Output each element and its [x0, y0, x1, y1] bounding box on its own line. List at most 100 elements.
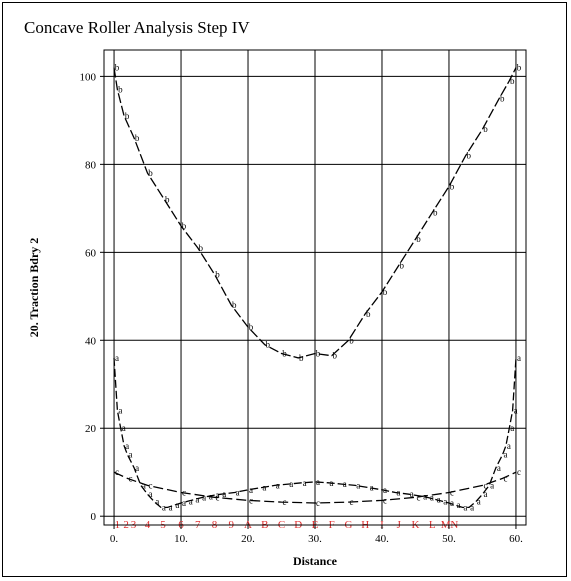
data-point: b — [316, 348, 321, 358]
data-point: c — [115, 467, 119, 477]
data-point: b — [483, 124, 488, 134]
data-point: a — [343, 479, 347, 489]
x-tick-label: 20. — [241, 533, 255, 545]
data-point: a — [142, 480, 146, 490]
data-point: c — [383, 495, 387, 505]
data-point: a — [189, 496, 193, 506]
x-tick-label: 30. — [308, 533, 322, 545]
axes: 0. 10. 20. 30. 40. 50. 60. 0 20 40 60 80 100 — [80, 49, 527, 545]
data-point: b — [433, 208, 438, 218]
data-point: c — [450, 487, 454, 497]
data-point: a — [507, 441, 511, 451]
data-point: b — [125, 111, 130, 121]
data-point: a — [370, 483, 374, 493]
data-point: a — [443, 496, 447, 506]
data-point: c — [416, 492, 420, 502]
data-point: a — [118, 406, 122, 416]
data-point: a — [463, 502, 467, 512]
chart-frame — [2, 2, 567, 577]
data-point: a — [276, 480, 280, 490]
data-point: a — [457, 500, 461, 510]
data-point: a — [470, 502, 474, 512]
data-point: b — [500, 93, 505, 103]
data-point: b — [349, 335, 354, 345]
data-point: a — [162, 502, 166, 512]
data-point: b — [399, 261, 404, 271]
data-point: a — [483, 489, 487, 499]
data-point: b — [148, 168, 153, 178]
data-point: b — [332, 351, 337, 361]
data-point: b — [165, 195, 170, 205]
data-point: b — [466, 151, 471, 161]
data-point: a — [236, 487, 240, 497]
data-point: a — [396, 487, 400, 497]
x-tick-label: 50. — [442, 533, 456, 545]
data-point: b — [115, 63, 120, 73]
data-point: c — [504, 473, 508, 483]
data-point: a — [216, 490, 220, 500]
data-point: b — [282, 348, 287, 358]
data-point: c — [216, 492, 220, 502]
data-point: a — [329, 478, 333, 488]
data-point: a — [410, 489, 414, 499]
data-point: c — [149, 480, 153, 490]
data-point: a — [262, 483, 266, 493]
data-point: c — [316, 498, 320, 508]
data-point: c — [182, 487, 186, 497]
data-point: a — [128, 450, 132, 460]
data-point: a — [383, 485, 387, 495]
data-point: b — [118, 85, 123, 95]
data-point: b — [383, 287, 388, 297]
data-point: a — [125, 441, 129, 451]
data-point: a — [477, 497, 481, 507]
data-point: a — [437, 494, 441, 504]
data-point: b — [510, 76, 515, 86]
data-point: b — [517, 63, 522, 73]
x-tick-label: 60. — [509, 533, 523, 545]
data-point: a — [289, 479, 293, 489]
y-tick-label: 80 — [85, 159, 97, 171]
data-point: a — [450, 498, 454, 508]
data-point: a — [155, 497, 159, 507]
data-point: a — [514, 406, 518, 416]
y-axis-label: 20. Traction Bdry 2 — [27, 238, 41, 338]
data-point: b — [249, 322, 254, 332]
data-point: b — [182, 221, 187, 231]
data-point: a — [510, 423, 514, 433]
y-tick-label: 100 — [80, 71, 97, 83]
data-point: a — [316, 477, 320, 487]
data-point: b — [266, 340, 271, 350]
data-point: a — [490, 480, 494, 490]
data-point: a — [504, 450, 508, 460]
data-point: a — [115, 353, 119, 363]
data-point: a — [423, 491, 427, 501]
data-point: c — [349, 497, 353, 507]
data-point: c — [128, 473, 132, 483]
data-point: b — [135, 133, 140, 143]
series-line — [113, 67, 517, 359]
data-point: a — [182, 498, 186, 508]
data-point: b — [416, 234, 421, 244]
series-line — [113, 357, 517, 509]
x-tick-label: 40. — [375, 533, 389, 545]
data-point: a — [149, 489, 153, 499]
y-tick-label: 0 — [91, 511, 97, 523]
series-line — [113, 471, 517, 504]
y-tick-label: 20 — [85, 423, 97, 435]
data-point: b — [299, 353, 304, 363]
data-point: c — [483, 480, 487, 490]
data-point: a — [169, 502, 173, 512]
data-point: b — [366, 309, 371, 319]
data-point: a — [303, 478, 307, 488]
data-point: a — [175, 500, 179, 510]
data-point: c — [249, 495, 253, 505]
grid — [104, 50, 526, 525]
chart-title: Concave Roller Analysis Step IV — [24, 18, 250, 37]
data-point: a — [135, 463, 139, 473]
data-point: a — [209, 491, 213, 501]
data-point: a — [122, 423, 126, 433]
data-point: c — [517, 467, 521, 477]
